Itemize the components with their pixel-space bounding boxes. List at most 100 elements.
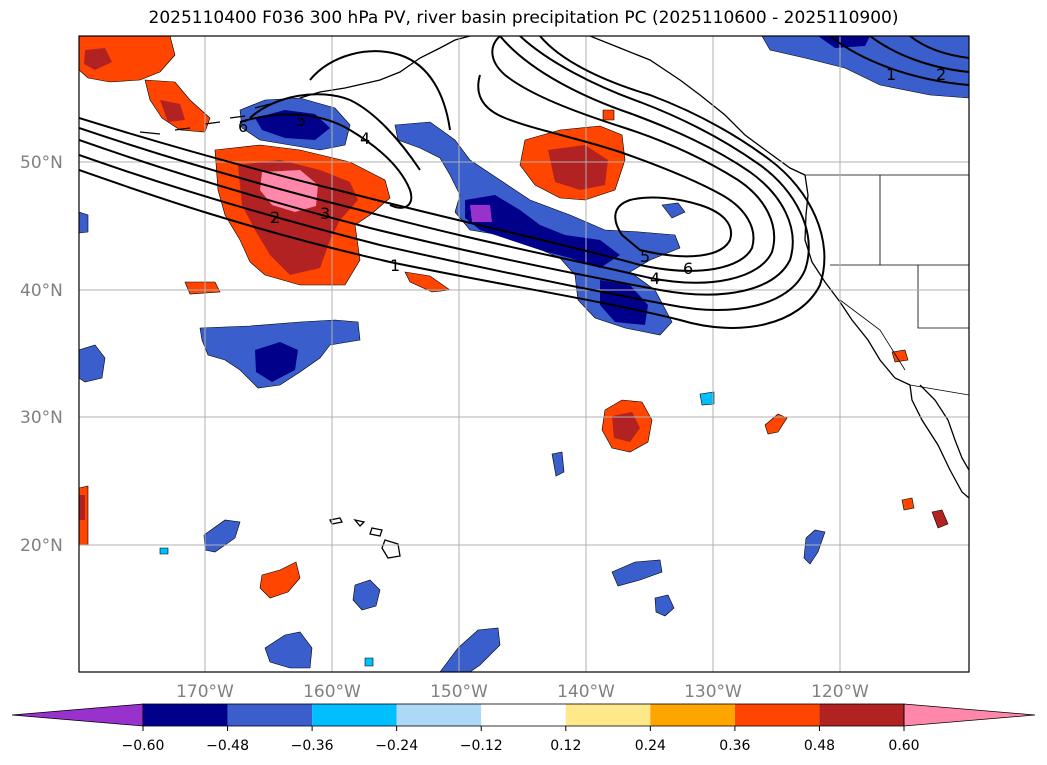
pv-contour: [79, 74, 755, 272]
shading-layer: [79, 36, 969, 672]
positive-anomaly-region: [891, 349, 909, 363]
lon-label: 140°W: [557, 682, 615, 702]
pv-contour: [79, 36, 810, 311]
colorbar-segment: [734, 704, 820, 726]
positive-anomaly-region: [602, 109, 615, 121]
positive-anomaly-region: [79, 36, 176, 83]
contour-labels: 1 2 3 4 5 6 4 5 6 1 2: [238, 65, 946, 288]
colorbar: −0.60 −0.48 −0.36 −0.24 −0.12 0.12 0.24 0.36 0.4…: [11, 703, 1036, 754]
contour-label: 4: [650, 269, 660, 288]
colorbar-segment: [143, 704, 228, 726]
colorbar-label: 0.24: [635, 738, 666, 754]
pv-contour: [79, 36, 826, 329]
negative-anomaly-region: [661, 202, 686, 219]
positive-anomaly-region: [764, 413, 788, 435]
colorbar-label: −0.24: [375, 738, 418, 754]
pv-contour: [79, 36, 776, 284]
island-aleutian: [139, 103, 271, 135]
positive-anomaly-core: [160, 100, 185, 122]
colorbar-segment: [396, 704, 482, 726]
map-content: 1 2 3 4 5 6 4 5 6 1 2: [79, 36, 969, 672]
negative-anomaly-region: [803, 529, 826, 565]
colorbar-label: 0.48: [804, 738, 835, 754]
map-border: [78, 35, 970, 673]
colorbar-label: −0.60: [122, 738, 165, 754]
contour-label: 6: [238, 117, 248, 136]
lon-label: 120°W: [811, 682, 869, 702]
pv-contour: [79, 36, 794, 296]
colorbar-extend-low: [11, 703, 144, 727]
negative-anomaly-peak: [470, 205, 492, 222]
negative-anomaly-region: [79, 344, 106, 383]
positive-anomaly-region: [259, 561, 301, 599]
contour-label: 6: [683, 259, 693, 278]
pv-contour: [909, 36, 969, 59]
lon-label: 150°W: [430, 682, 488, 702]
colorbar-segment: [565, 704, 651, 726]
lon-label: 130°W: [684, 682, 742, 702]
colorbar-segment: [650, 704, 735, 726]
lon-label: 170°W: [176, 682, 234, 702]
negative-anomaly-region: [364, 657, 374, 667]
negative-anomaly-region: [264, 631, 313, 669]
us-mexico-border: [909, 384, 969, 396]
colorbar-label: −0.48: [206, 738, 249, 754]
colorbar-segment: [481, 704, 566, 726]
contour-label: 2: [936, 65, 946, 84]
lon-label: 160°W: [303, 682, 361, 702]
positive-anomaly-core: [548, 145, 608, 190]
colorbar-border: [142, 703, 905, 727]
colorbar-label: 0.36: [719, 738, 750, 754]
contour-label: 4: [360, 129, 370, 148]
lat-label: 40°N: [20, 281, 63, 301]
colorbar-segment: [819, 704, 904, 726]
negative-anomaly-region: [79, 211, 89, 234]
pv-contour: [614, 196, 733, 258]
colorbar-segment: [227, 704, 313, 726]
pv-contour: [249, 93, 421, 171]
lat-label: 20°N: [20, 536, 63, 556]
negative-anomaly-region: [654, 594, 675, 617]
negative-anomaly-region: [761, 36, 969, 99]
coastline: [804, 174, 911, 386]
negative-anomaly-region: [439, 627, 501, 672]
negative-anomaly-core: [255, 110, 330, 140]
contour-label: 5: [640, 247, 650, 266]
negative-anomaly-core: [255, 342, 298, 382]
negative-anomaly-region: [611, 559, 663, 587]
colorbar-extend-high: [903, 703, 1036, 727]
positive-anomaly-core: [84, 48, 112, 70]
negative-anomaly-region: [551, 451, 565, 477]
map-title: 2025110400 F036 300 hPa PV, river basin …: [148, 8, 899, 28]
colorbar-label: −0.12: [460, 738, 503, 754]
pv-contours: [79, 36, 969, 329]
pv-contour: [239, 113, 413, 209]
contour-label: 1: [390, 256, 400, 275]
coastline: [909, 384, 969, 499]
positive-anomaly-core: [79, 495, 85, 520]
colorbar-label: −0.36: [291, 738, 334, 754]
positive-anomaly-region: [184, 281, 221, 295]
contour-label: 3: [320, 204, 330, 223]
negative-anomaly-core: [600, 280, 648, 325]
negative-anomaly-region: [159, 547, 169, 555]
positive-anomaly-region: [901, 497, 915, 511]
colorbar-segment: [312, 704, 397, 726]
positive-anomaly-core: [612, 412, 640, 442]
colorbar-label: 0.12: [550, 738, 581, 754]
contour-label: 2: [270, 208, 280, 227]
latitude-labels: 50°N 40°N 30°N 20°N: [20, 153, 63, 556]
lat-label: 30°N: [20, 408, 63, 428]
contour-label: 1: [886, 65, 896, 84]
longitude-labels: 170°W 160°W 150°W 140°W 130°W 120°W: [176, 682, 869, 702]
negative-anomaly-region: [699, 391, 715, 406]
coastline: [919, 384, 969, 471]
lat-label: 50°N: [20, 153, 63, 173]
negative-anomaly-region: [352, 579, 381, 611]
pv-contour: [309, 50, 451, 131]
island-hawaii: [329, 517, 401, 559]
pv-contour: [829, 36, 969, 86]
negative-anomaly-core: [818, 36, 870, 48]
contour-label: 5: [296, 111, 306, 130]
